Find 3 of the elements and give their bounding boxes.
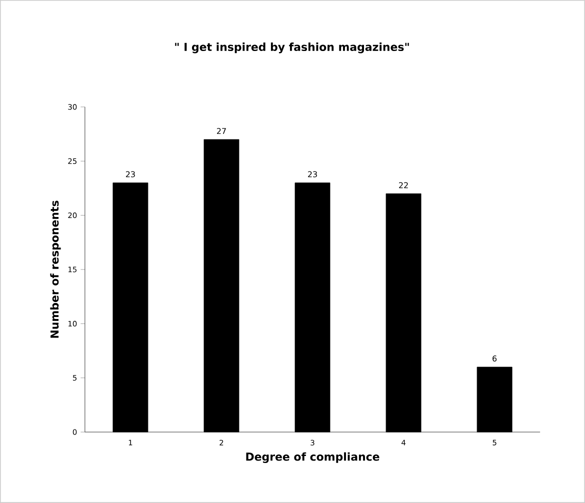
x-axis-title: Degree of compliance [246, 452, 380, 464]
y-axis-title: Number of responents [50, 200, 61, 338]
chart-title: " I get inspired by fashion magazines" [175, 42, 409, 54]
